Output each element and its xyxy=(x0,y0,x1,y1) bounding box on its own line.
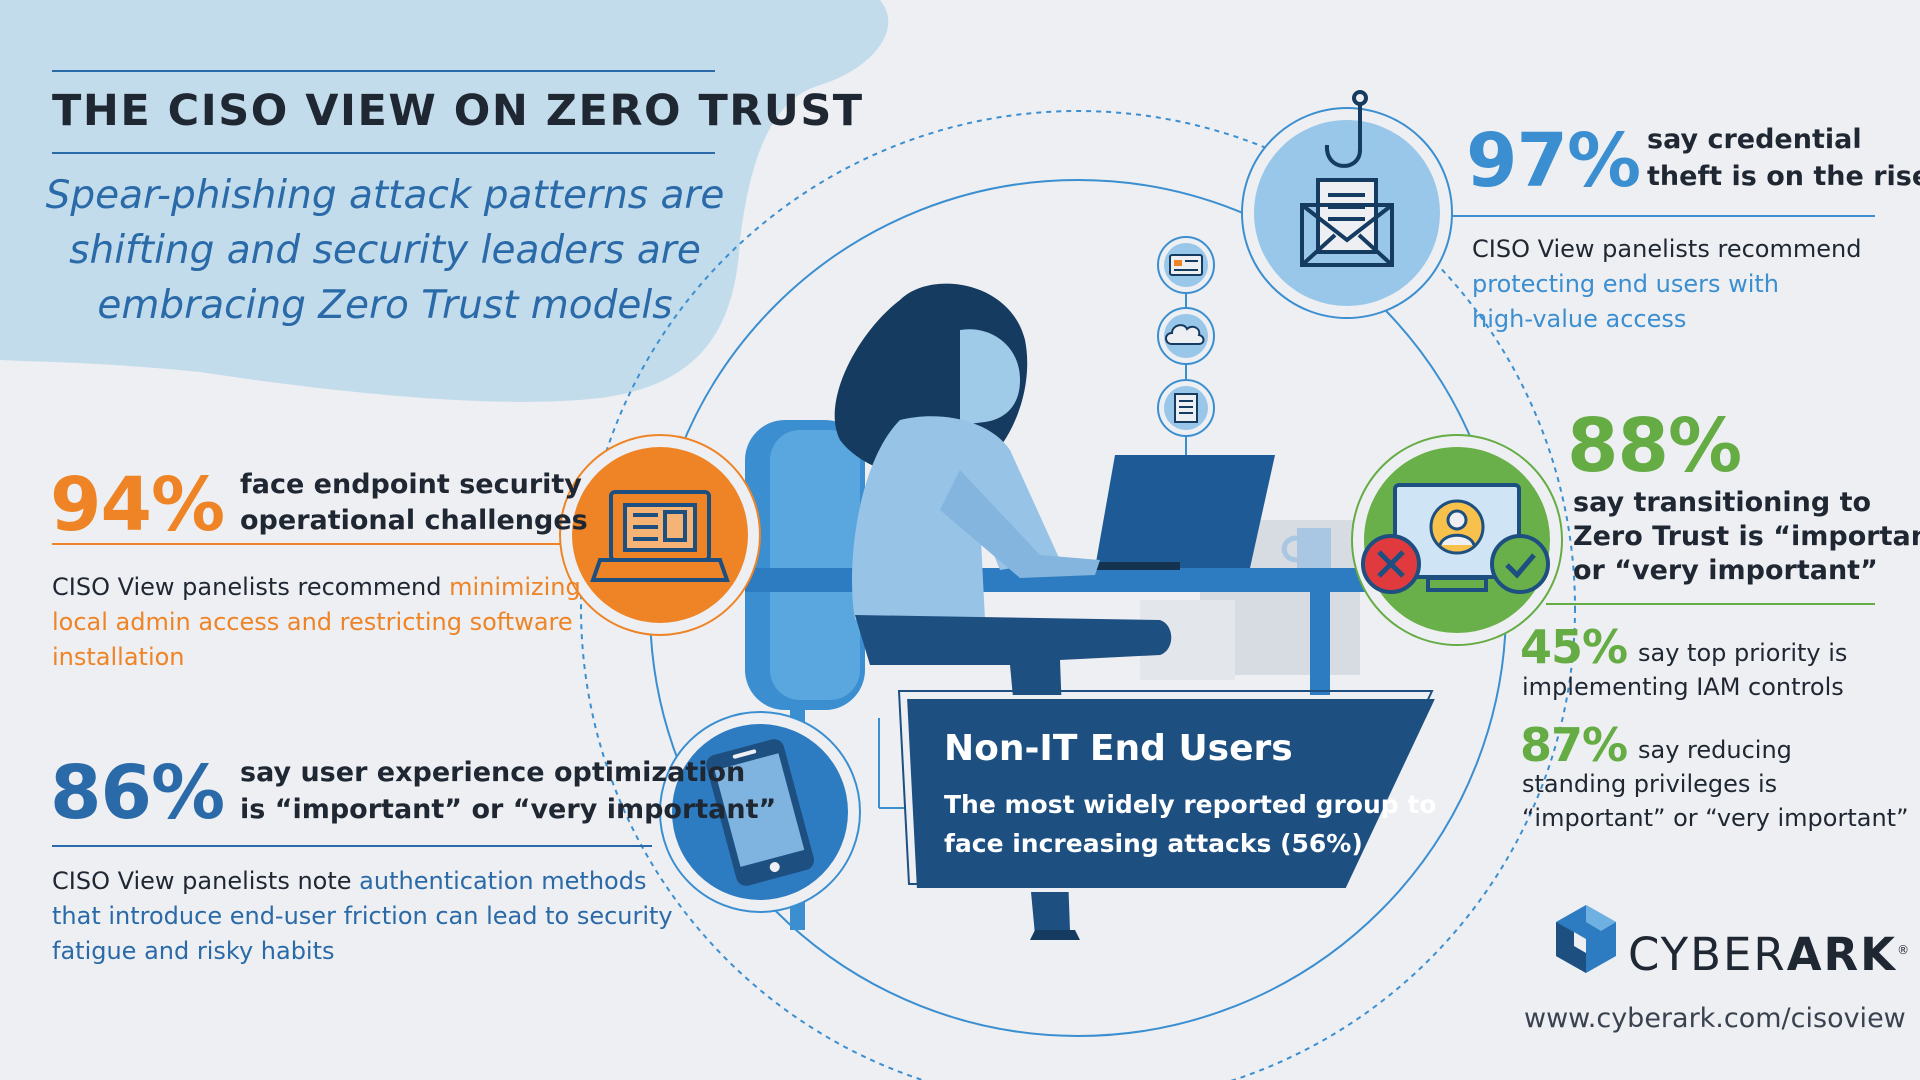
stat-87-line: “important” or “very important” xyxy=(1522,804,1909,832)
stat-86-note-highlight: fatigue and risky habits xyxy=(52,937,335,965)
stat-97-percent: 97% xyxy=(1466,118,1641,204)
stat-94-note-text: CISO View panelists recommend xyxy=(52,573,450,601)
check-circle-icon xyxy=(1490,534,1550,594)
stat-86-note: CISO View panelists note authentication … xyxy=(52,864,673,969)
callout-text: The most widely reported group to face i… xyxy=(944,785,1437,863)
stat-86-note-highlight: that introduce end-user friction can lea… xyxy=(52,902,673,930)
stat-97-note-text: CISO View panelists recommend xyxy=(1472,235,1862,263)
stat-94-line: operational challenges xyxy=(240,505,588,536)
stat-86-note-highlight: authentication methods xyxy=(359,867,647,895)
stat-97-line: say credential xyxy=(1647,124,1862,155)
cyberark-logo-icon xyxy=(1556,905,1616,973)
brand-name: CYBERARK® xyxy=(1628,928,1911,981)
background-blob xyxy=(0,0,889,402)
stat-45-percent: 45% xyxy=(1520,620,1628,674)
stat-97-line: theft is on the rise xyxy=(1647,161,1920,192)
x-circle-icon xyxy=(1361,534,1421,594)
desk-scene xyxy=(745,283,1365,940)
stat-86-percent: 86% xyxy=(50,750,225,836)
stat-97-note: CISO View panelists recommend protecting… xyxy=(1472,232,1892,337)
stat-88-line: say transitioning to xyxy=(1573,487,1872,518)
callout-box xyxy=(902,695,1442,892)
stat-88-line: or “very important” xyxy=(1573,555,1878,586)
stat-94-note: CISO View panelists recommend minimizing… xyxy=(52,570,612,675)
page-title: THE CISO VIEW ON ZERO TRUST xyxy=(52,86,864,136)
stat-94-note-highlight: installation xyxy=(52,643,185,671)
stat-87-line: standing privileges is xyxy=(1522,770,1778,798)
stat-86-note-text: CISO View panelists note xyxy=(52,867,360,895)
callout-line: The most widely reported group to xyxy=(944,790,1437,819)
subtitle: Spear-phishing attack patterns are shift… xyxy=(40,168,730,333)
laptop-icon xyxy=(590,490,730,582)
stat-94-percent: 94% xyxy=(50,462,225,548)
stat-45-line: implementing IAM controls xyxy=(1522,673,1844,701)
document-icon xyxy=(1157,379,1215,437)
callout-title: Non-IT End Users xyxy=(944,728,1293,769)
stat-97-text: say credential theft is on the rise xyxy=(1647,121,1920,195)
stat-87-line: say reducing xyxy=(1638,736,1792,764)
stat-45-line: say top priority is xyxy=(1638,639,1848,667)
stat-88-line: Zero Trust is “important” xyxy=(1573,521,1920,552)
stat-97-note-highlight: high-value access xyxy=(1472,305,1687,333)
monitor-user-icon xyxy=(1393,483,1521,592)
brand-url[interactable]: www.cyberark.com/cisoview xyxy=(1524,1003,1906,1034)
stat-94-note-highlight: local admin access and restricting softw… xyxy=(52,608,573,636)
stat-88-percent: 88% xyxy=(1567,403,1742,489)
envelope-phishing-hook-icon xyxy=(1300,90,1394,267)
brand-registered: ® xyxy=(1897,943,1912,957)
stat-86-line: say user experience optimization xyxy=(240,757,746,788)
stat-94-note-highlight: minimizing xyxy=(449,573,581,601)
brand-name-part2: ARK xyxy=(1786,928,1898,981)
outer-dashed-circle xyxy=(580,110,1576,1080)
stat-94-line: face endpoint security xyxy=(240,469,582,500)
smartphone-icon xyxy=(706,739,814,886)
stat-94-text: face endpoint security operational chall… xyxy=(240,467,588,539)
subtitle-line: shifting and security leaders are xyxy=(69,228,701,273)
subtitle-line: Spear-phishing attack patterns are xyxy=(45,173,725,218)
stat-88-text: say transitioning to Zero Trust is “impo… xyxy=(1573,486,1920,588)
stat-86-line: is “important” or “very important” xyxy=(240,794,777,825)
stat-86-text: say user experience optimization is “imp… xyxy=(240,754,776,828)
callout-line: face increasing attacks (56%) xyxy=(944,829,1363,858)
brand-name-part1: CYBER xyxy=(1628,928,1787,981)
subtitle-line: embracing Zero Trust models xyxy=(97,283,673,328)
stat-97-note-highlight: protecting end users with xyxy=(1472,270,1780,298)
cloud-icon xyxy=(1157,307,1215,365)
stat-87-percent: 87% xyxy=(1520,718,1628,772)
id-card-icon xyxy=(1157,236,1215,294)
